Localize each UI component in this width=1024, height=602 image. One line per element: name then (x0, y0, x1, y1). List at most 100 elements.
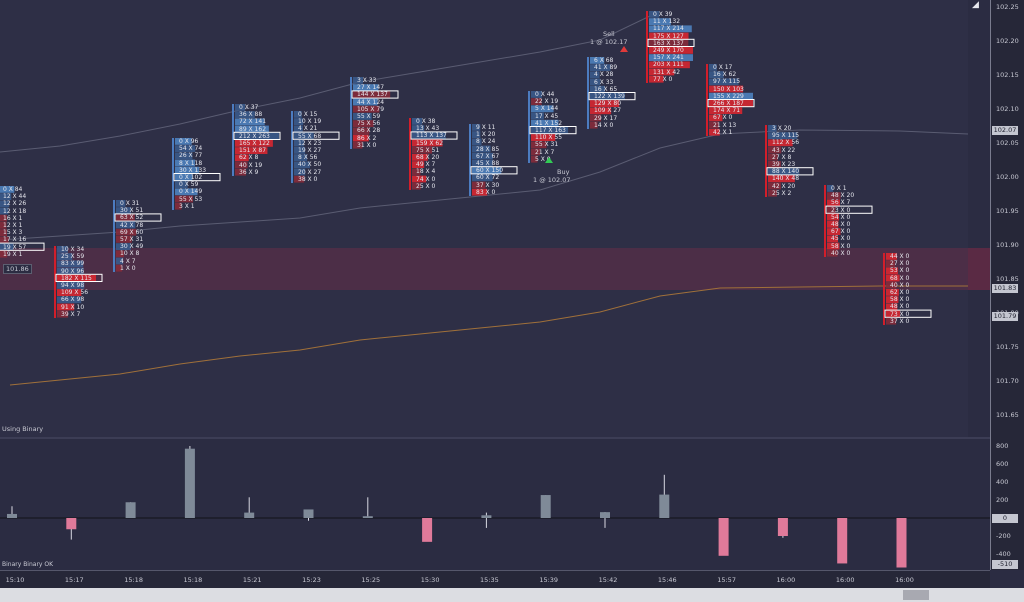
footprint-volume-bar (649, 11, 660, 18)
delta-bar (600, 512, 610, 518)
footprint-volume-bar (827, 213, 839, 221)
delta-bar (7, 513, 17, 518)
footprint-volume-bar (294, 118, 304, 125)
footprint-cell: 69 X 60 (120, 228, 144, 236)
footprint-cell: 30 X 133 (179, 166, 207, 174)
footprint-volume-bar (235, 125, 269, 133)
price-chart-canvas (0, 11, 990, 386)
footprint-volume-bar (827, 242, 840, 250)
footprint-cell: 0 X 1 (831, 185, 847, 192)
footprint-volume-bar (175, 138, 192, 145)
footprint-volume-bar (709, 128, 720, 136)
footprint-volume-bar (0, 214, 7, 222)
price-axis-label: 101.70 (996, 377, 1019, 385)
candle-body (646, 11, 648, 83)
footprint-volume-bar (116, 207, 131, 214)
footprint-cell: 48 X 20 (831, 192, 855, 200)
footprint-volume-bar (768, 189, 777, 197)
binary-status-label: Binary Binary OK (2, 561, 54, 568)
footprint-volume-bar (235, 147, 268, 154)
footprint-cell: 0 X 38 (416, 118, 436, 125)
footprint-cell: 54 X 0 (831, 213, 851, 221)
footprint-cells-layer (0, 11, 932, 325)
footprint-volume-bar (294, 168, 306, 176)
footprint-cell: 39 X 23 (772, 161, 796, 168)
footprint-volume-bar (235, 104, 246, 111)
footprint-cell: 266 X 187 (713, 100, 744, 107)
indicator-tag: -510 (992, 560, 1018, 569)
footprint-volume-bar (412, 139, 443, 147)
horizontal-scrollbar[interactable] (0, 588, 1024, 602)
poc-highlight (114, 213, 162, 222)
footprint-volume-bar (768, 153, 778, 161)
footprint-volume-bar (531, 155, 538, 163)
panel-separator[interactable] (0, 437, 1024, 439)
footprint-cell: 159 X 62 (416, 139, 444, 147)
footprint-cell: 36 X 9 (239, 168, 259, 176)
poc-highlight (647, 38, 695, 47)
footprint-volume-bar (531, 91, 542, 98)
footprint-cell: 40 X 0 (831, 249, 851, 257)
footprint-cell: 19 X 57 (3, 243, 27, 251)
time-axis-label: 15:46 (657, 576, 677, 584)
footprint-volume-bar (57, 296, 82, 304)
scrollbar-thumb[interactable] (903, 590, 929, 600)
footprint-cell: 67 X 67 (476, 152, 500, 160)
footprint-cell: 57 X 31 (120, 236, 144, 243)
footprint-cell: 42 X 78 (120, 221, 144, 229)
delta-bar (896, 518, 907, 568)
footprint-cell: 122 X 139 (594, 93, 625, 100)
footprint-volume-bar (116, 228, 137, 236)
delta-bar (66, 518, 77, 530)
footprint-volume-bar (0, 186, 15, 193)
poc-highlight (292, 131, 340, 140)
footprint-cell: 55 X 68 (298, 132, 322, 140)
footprint-cell: 151 X 87 (239, 147, 267, 155)
footprint-cell: 20 X 27 (298, 168, 322, 176)
footprint-cell: 55 X 53 (179, 195, 203, 203)
candle-body (232, 104, 234, 176)
footprint-volume-bar (57, 246, 68, 253)
time-axis-label: 15:18 (183, 576, 203, 584)
footprint-volume-bar (590, 64, 611, 71)
time-axis-label: 16:00 (895, 576, 914, 584)
footprint-volume-bar (709, 121, 719, 129)
time-axis[interactable] (0, 570, 990, 589)
footprint-volume-bar (768, 182, 781, 190)
footprint-cell: 25 X 59 (61, 253, 85, 261)
footprint-cell: 77 X 0 (653, 75, 673, 83)
footprint-cell: 0 X 59 (179, 181, 199, 189)
footprint-cell: 44 X 124 (357, 98, 385, 106)
footprint-volume-bar (0, 193, 12, 200)
footprint-volume-bar (886, 274, 900, 282)
footprint-volume-bar (590, 57, 605, 64)
footprint-cell: 88 X 140 (772, 168, 800, 176)
left-price-label: 101.86 (3, 264, 32, 274)
poc-highlight (588, 92, 636, 101)
delta-indicator-panel[interactable]: Binary Binary OK (0, 439, 990, 570)
footprint-volume-bar (472, 152, 493, 160)
footprint-volume-bar (116, 257, 124, 265)
footprint-volume-bar (294, 161, 310, 169)
footprint-volume-bar (886, 289, 899, 296)
footprint-cell: 67 X 0 (713, 114, 733, 122)
footprint-cell: 8 X 24 (476, 138, 496, 146)
footprint-cell: 105 X 79 (357, 105, 385, 113)
footprint-cell: 45 X 88 (476, 160, 500, 167)
footprint-cell: 44 X 0 (890, 253, 910, 260)
footprint-volume-bar (827, 192, 841, 199)
footprint-volume-bar (116, 221, 136, 229)
delta-bar (837, 518, 848, 564)
footprint-volume-bar (768, 132, 798, 139)
footprint-volume-bar (827, 221, 839, 228)
collapse-arrow-icon[interactable]: ◢ (972, 0, 979, 10)
time-axis-label: 15:39 (539, 576, 559, 584)
price-axis-label: 102.15 (996, 71, 1019, 79)
footprint-cell: 55 X 59 (357, 113, 381, 120)
footprint-volume-bar (649, 25, 692, 33)
footprint-volume-bar (886, 310, 901, 318)
footprint-cell: 10 X 19 (298, 118, 322, 126)
footprint-cell: 0 X 44 (535, 91, 555, 98)
footprint-cell: 3 X 33 (357, 77, 377, 84)
